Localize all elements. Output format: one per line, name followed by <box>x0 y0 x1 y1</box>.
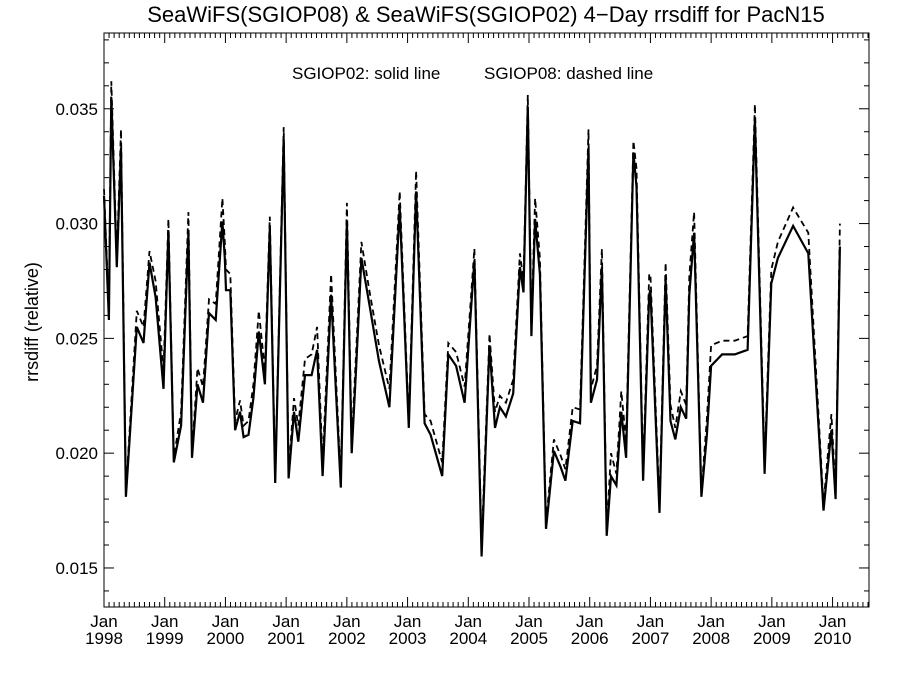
x-tick-month-label: Jan <box>272 612 299 631</box>
legend-dashed-text: SGIOP08: dashed line <box>484 64 653 83</box>
x-tick-month-label: Jan <box>212 612 239 631</box>
series-line-sgiop02 <box>102 97 841 557</box>
x-tick-month-label: Jan <box>394 612 421 631</box>
x-tick-year-label: 2008 <box>692 629 730 648</box>
x-tick-year-label: 2006 <box>571 629 609 648</box>
x-tick-year-label: 2009 <box>753 629 791 648</box>
x-tick-year-label: 2004 <box>449 629 487 648</box>
series-line-sgiop08 <box>103 81 841 546</box>
x-tick-month-label: Jan <box>455 612 482 631</box>
x-tick-month-label: Jan <box>576 612 603 631</box>
y-tick-label: 0.020 <box>55 444 98 463</box>
x-tick-year-label: 2002 <box>328 629 366 648</box>
x-tick-month-label: Jan <box>90 612 117 631</box>
x-tick-year-label: 2007 <box>632 629 670 648</box>
x-tick-year-label: 2005 <box>510 629 548 648</box>
x-tick-month-label: Jan <box>697 612 724 631</box>
legend-solid-text: SGIOP02: solid line <box>292 64 440 83</box>
x-tick-month-label: Jan <box>151 612 178 631</box>
chart-title: SeaWiFS(SGIOP08) & SeaWiFS(SGIOP02) 4−Da… <box>147 2 825 27</box>
y-tick-label: 0.035 <box>55 100 98 119</box>
x-tick-month-label: Jan <box>333 612 360 631</box>
x-tick-month-label: Jan <box>758 612 785 631</box>
y-axis-label: rrsdiff (relative) <box>22 262 42 382</box>
x-tick-year-label: 2003 <box>389 629 427 648</box>
y-tick-label: 0.015 <box>55 559 98 578</box>
x-tick-year-label: 2010 <box>814 629 852 648</box>
x-tick-month-label: Jan <box>637 612 664 631</box>
x-tick-year-label: 2000 <box>207 629 245 648</box>
x-tick-year-label: 2001 <box>267 629 305 648</box>
y-tick-label: 0.025 <box>55 329 98 348</box>
x-tick-year-label: 1998 <box>85 629 123 648</box>
plot-frame <box>103 32 870 608</box>
x-tick-year-label: 1999 <box>146 629 184 648</box>
y-tick-label: 0.030 <box>55 215 98 234</box>
x-tick-month-label: Jan <box>515 612 542 631</box>
x-tick-month-label: Jan <box>819 612 846 631</box>
